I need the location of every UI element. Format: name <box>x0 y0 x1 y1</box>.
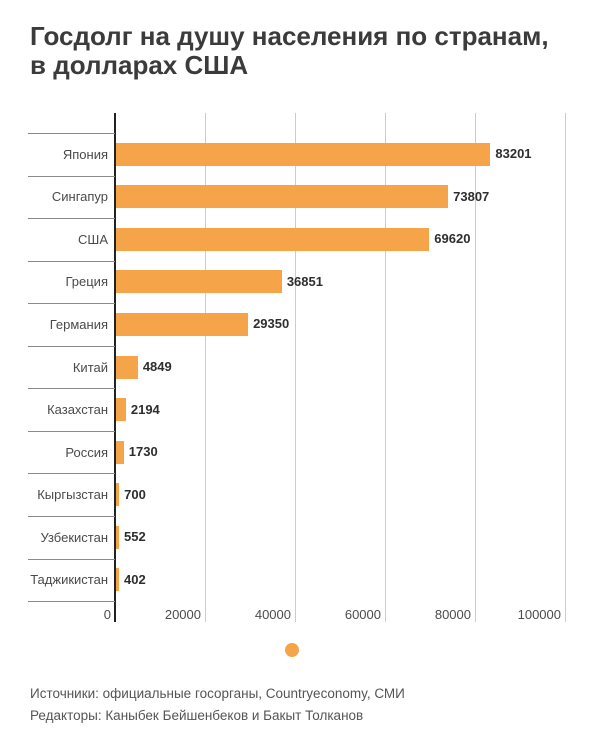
bar <box>116 355 138 379</box>
bar-value-label: 4849 <box>142 359 172 375</box>
bar-value-label: 29350 <box>253 316 290 332</box>
footer-editors: Редакторы: Каныбек Бейшенбеков и Бакыт Т… <box>30 708 364 723</box>
bar <box>116 142 491 166</box>
footer: Источники: официальные госорганы, Countr… <box>30 683 405 727</box>
row-separator <box>28 260 115 262</box>
bar <box>116 440 124 464</box>
bar <box>116 525 119 549</box>
row-separator <box>28 473 115 475</box>
bar <box>116 398 126 422</box>
x-tick-label: 20000 <box>164 607 201 622</box>
row-separator <box>28 133 115 134</box>
bar-value-label: 1730 <box>128 444 158 460</box>
y-axis-line <box>114 113 116 622</box>
chart-title-line-1: Госдолг на душу населения по странам, <box>30 21 549 51</box>
row-separator <box>28 515 115 517</box>
category-label: Греция <box>65 274 108 290</box>
row-separator <box>28 558 115 560</box>
horizontal-bar-chart: Япония 83201 Сингапур 73807 США 69620 Греция 36… <box>0 113 600 623</box>
bar <box>116 568 119 592</box>
bar-value-label: 700 <box>124 486 146 502</box>
x-gridline <box>474 113 476 622</box>
category-label: США <box>78 231 108 247</box>
row-separator <box>28 218 115 220</box>
bar <box>116 312 249 336</box>
category-label: Япония <box>62 146 108 162</box>
x-tick-label: 0 <box>103 607 111 622</box>
row-separator <box>28 601 115 603</box>
bar-value-label: 36851 <box>286 273 323 289</box>
category-label: Германия <box>49 316 108 332</box>
row-separator <box>28 303 115 305</box>
x-gridline <box>564 113 566 622</box>
bar-value-label: 83201 <box>495 146 532 162</box>
x-tick-label: 100000 <box>517 607 561 622</box>
x-tick-label: 40000 <box>254 607 291 622</box>
bar-value-label: 73807 <box>453 188 490 204</box>
legend-series-dot <box>285 643 299 657</box>
category-label: Таджикистан <box>30 572 108 588</box>
bar <box>116 483 120 507</box>
x-tick-label: 80000 <box>434 607 471 622</box>
category-label: Китай <box>72 359 108 375</box>
bar-value-label: 2194 <box>130 401 160 417</box>
footer-sources: Источники: официальные госорганы, Countr… <box>30 686 405 701</box>
category-label: Казахстан <box>47 402 108 418</box>
bar-value-label: 69620 <box>434 231 471 247</box>
row-separator <box>28 388 115 390</box>
bar-value-label: 552 <box>124 529 146 545</box>
x-gridline <box>294 113 296 622</box>
x-tick-label: 60000 <box>344 607 381 622</box>
bar <box>116 185 449 209</box>
category-label: Россия <box>65 444 108 460</box>
category-label: Сингапур <box>51 189 108 205</box>
row-separator <box>28 175 115 177</box>
bar <box>116 270 282 294</box>
bar <box>116 227 430 251</box>
chart-title-line-2: в долларах США <box>30 50 249 80</box>
x-gridline <box>204 113 206 622</box>
row-separator <box>28 430 115 432</box>
category-label: Кыргызстан <box>37 487 108 503</box>
category-label: Узбекистан <box>40 529 108 545</box>
row-separator <box>28 345 115 347</box>
x-gridline <box>384 113 386 622</box>
chart-title: Госдолг на душу населения по странам, в д… <box>30 22 549 80</box>
bar-value-label: 402 <box>124 571 146 587</box>
